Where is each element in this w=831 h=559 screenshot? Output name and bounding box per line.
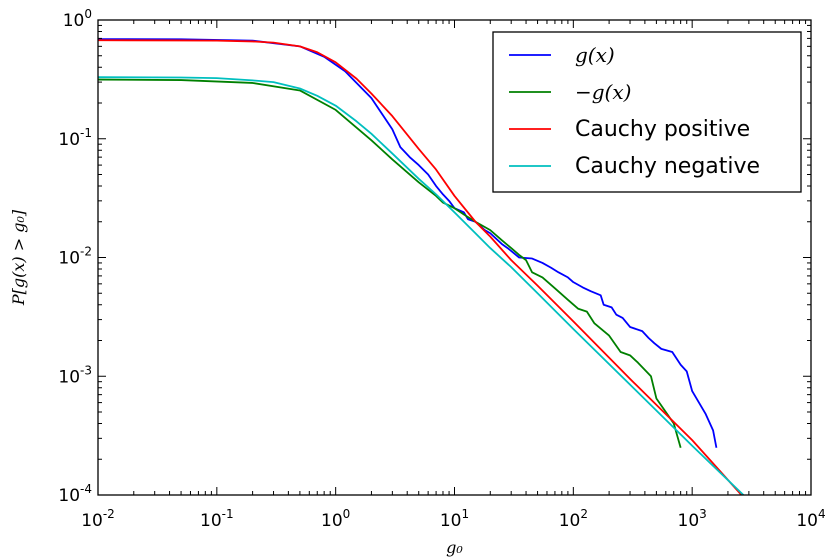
x-tick-label: 102 [559,507,588,531]
legend-label-1: g(x) [575,43,615,67]
series-layer [98,38,745,495]
series-line-2 [98,78,682,448]
legend: g(x) −g(x) Cauchy positive Cauchy negative [492,31,802,193]
y-tick-label: 100 [63,7,92,31]
legend-items: g(x) −g(x) Cauchy positive Cauchy negative [509,43,760,179]
series-line-1 [98,38,718,448]
series-line-3 [98,39,743,495]
y-axis-label: P[g(x) > g₀] [9,209,28,306]
y-tick-label: 10-4 [58,482,92,506]
x-tick-label: 104 [796,507,825,531]
legend-label-3: Cauchy positive [575,117,750,142]
y-tick-label: 10-3 [58,363,92,387]
x-axis-label: g₀ [446,538,463,557]
x-tick-label: 100 [321,507,350,531]
y-tick-label: 10-2 [58,245,92,269]
legend-label-4: Cauchy negative [575,154,760,179]
x-tick-label: 103 [678,507,707,531]
x-tick-label: 101 [440,507,469,531]
y-tick-label: 10-1 [58,126,92,150]
legend-label-2: −g(x) [575,80,631,104]
series-line-4 [98,76,745,495]
tick-layer: 10-2 10-1 100 101 102 103 104 10-4 10-3 10-2 10-1 1… [58,7,825,531]
x-tick-label: 10-1 [200,507,234,531]
x-tick-label: 10-2 [81,507,115,531]
